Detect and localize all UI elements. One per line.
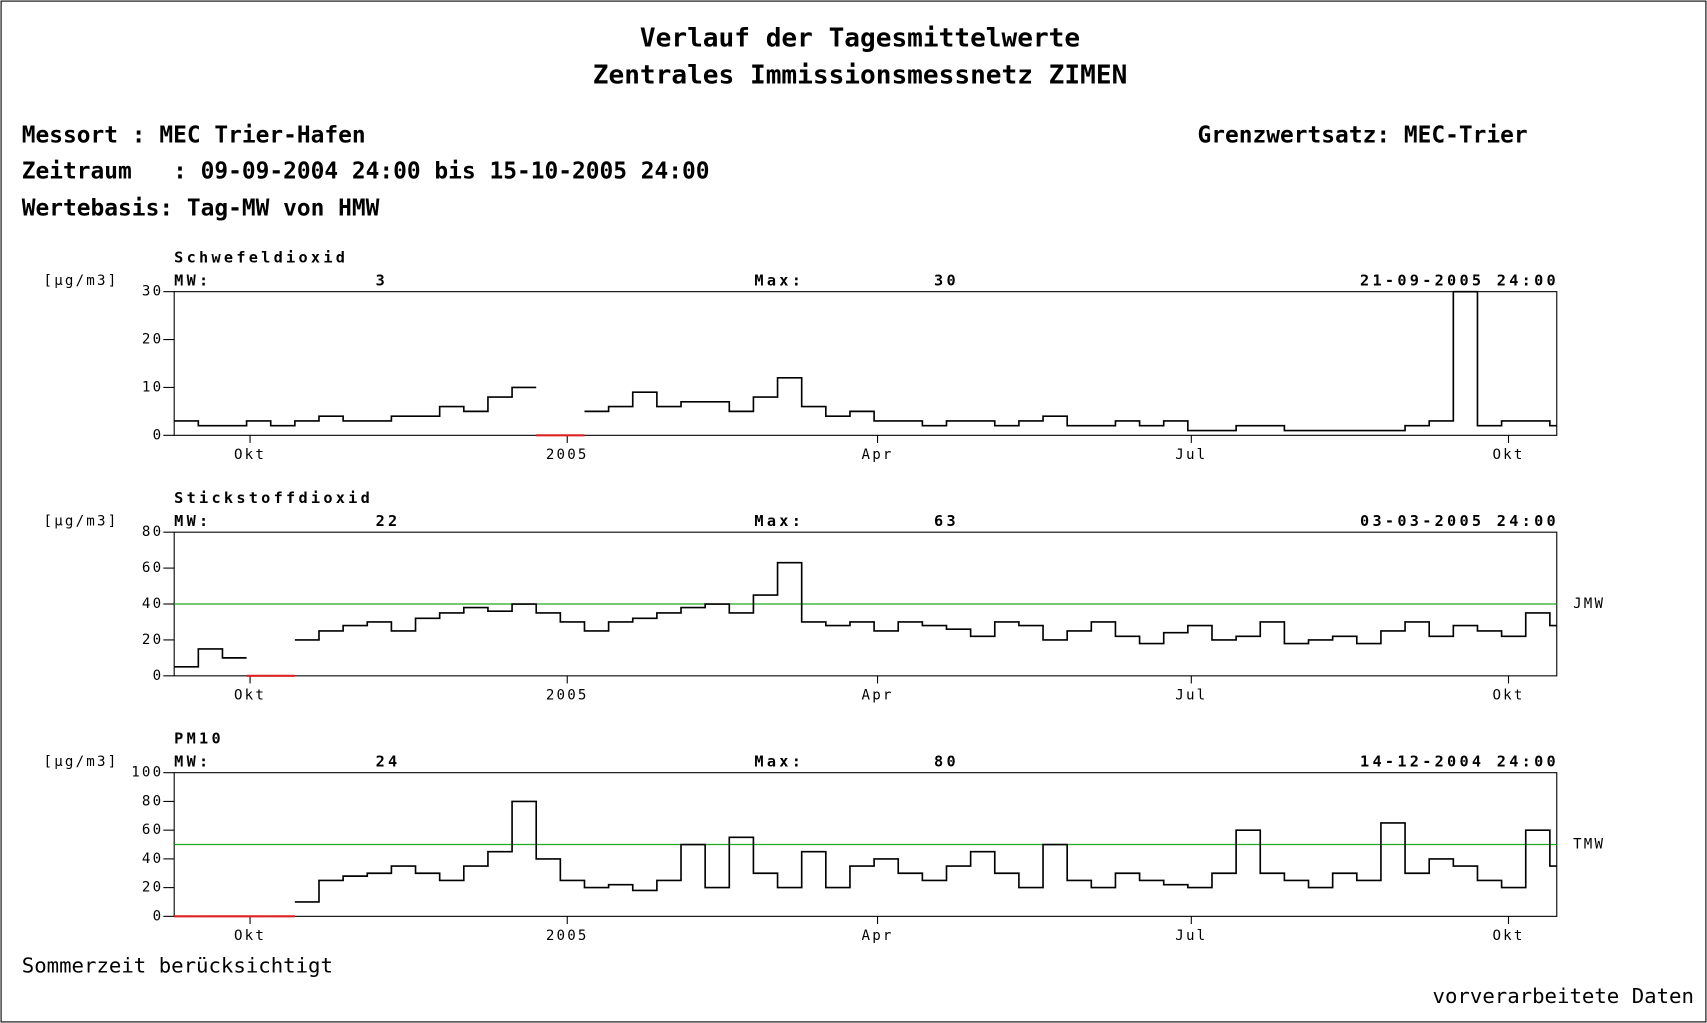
y-tick-label: 20 xyxy=(142,880,163,896)
x-tick-label: Jul xyxy=(1175,928,1207,944)
y-unit: [µg/m3] xyxy=(44,273,119,289)
x-tick-label: Jul xyxy=(1175,447,1207,463)
zeitraum: Zeitraum : 09-09-2004 24:00 bis 15-10-20… xyxy=(22,158,710,184)
title-line: Verlauf der Tagesmittelwerte xyxy=(640,24,1080,54)
mw-value: 24 xyxy=(376,752,401,770)
max-label: Max: xyxy=(754,271,804,289)
max-value: 63 xyxy=(934,512,959,530)
max-value: 30 xyxy=(934,271,959,289)
max-label: Max: xyxy=(754,512,804,530)
x-tick-label: Apr xyxy=(862,687,894,703)
panel-title: Schwefeldioxid xyxy=(174,248,348,266)
y-tick-label: 60 xyxy=(142,822,163,838)
y-tick-label: 40 xyxy=(142,596,163,612)
y-tick-label: 0 xyxy=(153,427,164,443)
x-tick-label: Apr xyxy=(862,928,894,944)
plot-area xyxy=(173,291,1558,436)
x-tick-label: Okt xyxy=(234,447,266,463)
x-tick-label: Jul xyxy=(1175,687,1207,703)
x-tick-label: Okt xyxy=(234,928,266,944)
messort: Messort : MEC Trier-Hafen xyxy=(22,123,366,149)
y-tick-label: 80 xyxy=(142,793,163,809)
max-label: Max: xyxy=(754,752,804,770)
mw-label: MW: xyxy=(174,512,211,530)
x-tick-label: Okt xyxy=(1492,447,1524,463)
limit-label: JMW xyxy=(1573,596,1605,612)
mw-label: MW: xyxy=(174,752,211,770)
y-tick-label: 100 xyxy=(131,765,163,781)
y-tick-label: 0 xyxy=(153,668,164,684)
grenzwertsatz: Grenzwertsatz: MEC-Trier xyxy=(1198,123,1528,149)
y-tick-label: 20 xyxy=(142,632,163,648)
wertebasis: Wertebasis: Tag-MW von HMW xyxy=(22,195,380,221)
panel-title: PM10 xyxy=(174,729,224,747)
x-tick-label: Okt xyxy=(1492,687,1524,703)
x-tick-label: Okt xyxy=(234,687,266,703)
y-tick-label: 10 xyxy=(142,379,163,395)
mw-label: MW: xyxy=(174,271,211,289)
data-line xyxy=(174,561,1557,668)
title-line: Zentrales Immissionsmessnetz ZIMEN xyxy=(593,61,1128,91)
x-tick-label: 2005 xyxy=(546,687,589,703)
y-tick-label: 0 xyxy=(153,908,164,924)
y-tick-label: 80 xyxy=(142,524,163,540)
y-unit: [µg/m3] xyxy=(44,513,119,529)
y-tick-label: 60 xyxy=(142,560,163,576)
x-tick-label: Okt xyxy=(1492,928,1524,944)
y-tick-label: 30 xyxy=(142,284,163,300)
data-line xyxy=(294,800,1557,903)
footer-note: vorverarbeitete Daten xyxy=(1433,984,1694,1008)
max-date: 03-03-2005 24:00 xyxy=(1360,512,1559,530)
y-tick-label: 40 xyxy=(142,851,163,867)
limit-label: TMW xyxy=(1573,837,1605,853)
max-date: 21-09-2005 24:00 xyxy=(1360,271,1559,289)
max-date: 14-12-2004 24:00 xyxy=(1360,752,1559,770)
data-line xyxy=(174,290,1557,432)
x-tick-label: Apr xyxy=(862,447,894,463)
x-tick-label: 2005 xyxy=(546,928,589,944)
y-unit: [µg/m3] xyxy=(44,754,119,770)
x-tick-label: 2005 xyxy=(546,447,589,463)
y-tick-label: 20 xyxy=(142,332,163,348)
mw-value: 22 xyxy=(376,512,401,530)
max-value: 80 xyxy=(934,752,959,770)
mw-value: 3 xyxy=(376,271,388,289)
panel-title: Stickstoffdioxid xyxy=(174,489,373,507)
footer-note: Sommerzeit berücksichtigt xyxy=(22,953,333,977)
